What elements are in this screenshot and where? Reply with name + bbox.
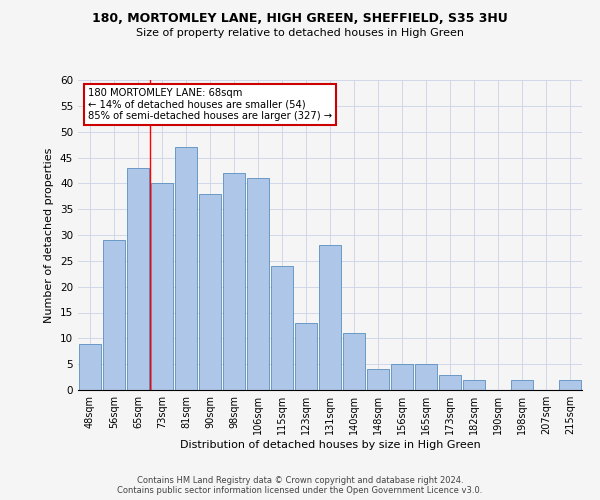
Bar [463, 380, 485, 390]
Bar [439, 374, 461, 390]
Bar [127, 168, 149, 390]
Bar [511, 380, 533, 390]
Bar [175, 147, 197, 390]
Bar [295, 323, 317, 390]
Bar [223, 173, 245, 390]
Text: Contains HM Land Registry data © Crown copyright and database right 2024.
Contai: Contains HM Land Registry data © Crown c… [118, 476, 482, 495]
Bar [199, 194, 221, 390]
Bar [415, 364, 437, 390]
Bar [559, 380, 581, 390]
Text: Size of property relative to detached houses in High Green: Size of property relative to detached ho… [136, 28, 464, 38]
Bar [343, 333, 365, 390]
Bar [319, 246, 341, 390]
Bar [247, 178, 269, 390]
Bar [391, 364, 413, 390]
Text: 180, MORTOMLEY LANE, HIGH GREEN, SHEFFIELD, S35 3HU: 180, MORTOMLEY LANE, HIGH GREEN, SHEFFIE… [92, 12, 508, 26]
Y-axis label: Number of detached properties: Number of detached properties [44, 148, 55, 322]
Bar [367, 370, 389, 390]
X-axis label: Distribution of detached houses by size in High Green: Distribution of detached houses by size … [179, 440, 481, 450]
Bar [151, 184, 173, 390]
Bar [103, 240, 125, 390]
Text: 180 MORTOMLEY LANE: 68sqm
← 14% of detached houses are smaller (54)
85% of semi-: 180 MORTOMLEY LANE: 68sqm ← 14% of detac… [88, 88, 332, 121]
Bar [79, 344, 101, 390]
Bar [271, 266, 293, 390]
